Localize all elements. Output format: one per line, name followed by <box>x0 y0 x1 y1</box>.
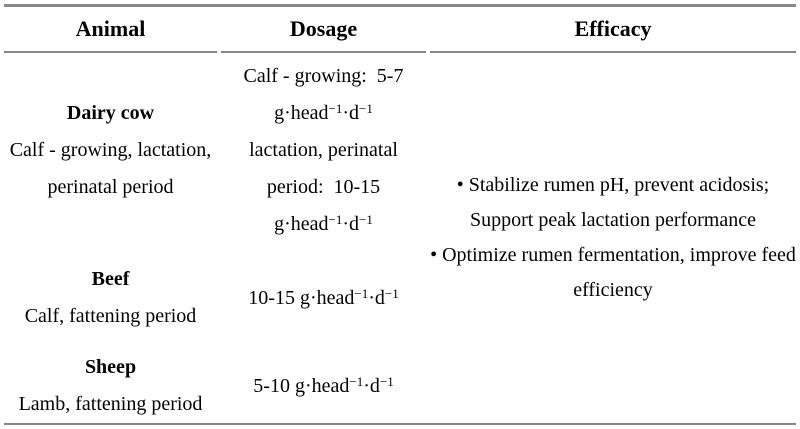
dosage-cell-sheep: 5-10 g·head−1·d−1 <box>221 349 426 423</box>
efficacy-line: • Stabilize rumen pH, prevent acidosis; <box>456 174 770 196</box>
dosage-cell-dairy-cow: Calf - growing: 5-7 g·head−1·d−1 lactati… <box>221 53 426 247</box>
efficacy-line: efficiency <box>573 279 653 301</box>
animal-detail-line: Lamb, fattening period <box>18 393 203 415</box>
animal-name: Beef <box>91 268 130 290</box>
animal-cell-sheep: Sheep Lamb, fattening period <box>4 349 217 423</box>
dosage-line: 5-10 g·head−1·d−1 <box>253 373 394 397</box>
dosage-line: lactation, perinatal <box>249 138 398 161</box>
animal-detail-line: Calf - growing, lactation, <box>9 138 212 161</box>
animal-cell-dairy-cow: Dairy cow Calf - growing, lactation, per… <box>4 53 217 247</box>
animal-name: Dairy cow <box>66 101 155 124</box>
animal-detail-line: perinatal period <box>47 175 174 198</box>
dosage-cell-beef: 10-15 g·head−1·d−1 <box>221 247 426 349</box>
dosage-line: g·head−1·d−1 <box>274 211 373 235</box>
dosage-line: period: 10-15 <box>266 175 381 198</box>
document-page: Animal Dosage Efficacy Dairy cow Calf - … <box>0 4 800 429</box>
animal-name: Sheep <box>84 356 137 378</box>
dosage-table: Animal Dosage Efficacy Dairy cow Calf - … <box>4 4 796 425</box>
dosage-line: g·head−1·d−1 <box>274 100 373 124</box>
dosage-line: Calf - growing: 5-7 <box>243 64 404 87</box>
efficacy-line: • Optimize rumen fermentation, improve f… <box>430 244 796 266</box>
column-header-dosage: Dosage <box>221 7 426 53</box>
dosage-line: 10-15 g·head−1·d−1 <box>248 285 399 309</box>
animal-detail-line: Calf, fattening period <box>24 305 197 327</box>
column-header-animal: Animal <box>4 7 217 53</box>
efficacy-cell: • Stabilize rumen pH, prevent acidosis; … <box>430 53 796 423</box>
animal-cell-beef: Beef Calf, fattening period <box>4 247 217 349</box>
column-header-efficacy: Efficacy <box>430 7 796 53</box>
efficacy-line: Support peak lactation performance <box>470 209 756 231</box>
